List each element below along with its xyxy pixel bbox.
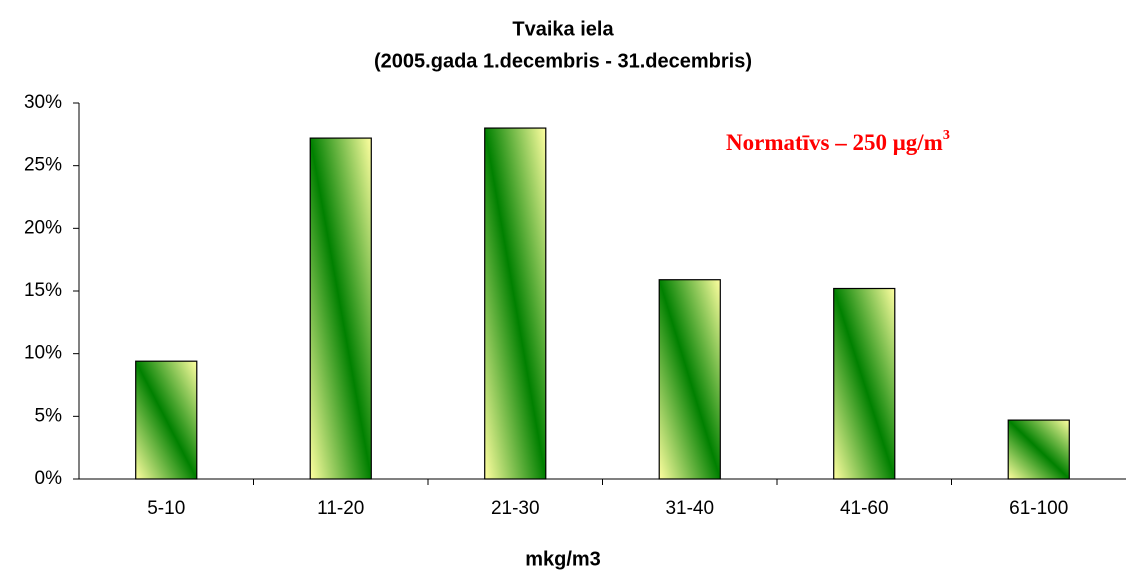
bar [135,360,198,480]
x-tick-label: 11-20 [317,498,364,519]
annotation-superscript: 3 [943,128,950,143]
y-tick-label: 25% [24,155,62,176]
bar [1007,419,1070,480]
x-tick-label: 21-30 [491,498,540,519]
y-tick-label: 15% [24,280,62,301]
x-tick-label: 31-40 [665,498,714,519]
y-tick-label: 20% [24,217,62,238]
bar [833,287,896,480]
x-tick-label: 61-100 [1009,498,1068,519]
annotation: Normatīvs – 250 μg/m3 [726,128,950,155]
chart-title: Tvaika iela [512,18,614,40]
y-tick-label: 10% [24,343,62,364]
chart-subtitle: (2005.gada 1.decembris - 31.decembris) [374,50,752,72]
x-tick-label: 5-10 [147,498,185,519]
bar [658,279,721,480]
y-tick-label: 5% [35,405,63,426]
annotation-text: Normatīvs – 250 μg/m [726,130,943,155]
x-axis-label: mkg/m3 [525,548,601,570]
y-tick-label: 0% [35,468,63,489]
bar [484,127,547,480]
x-tick-label: 41-60 [840,498,889,519]
y-tick-label: 30% [24,92,62,113]
bar [309,137,372,480]
